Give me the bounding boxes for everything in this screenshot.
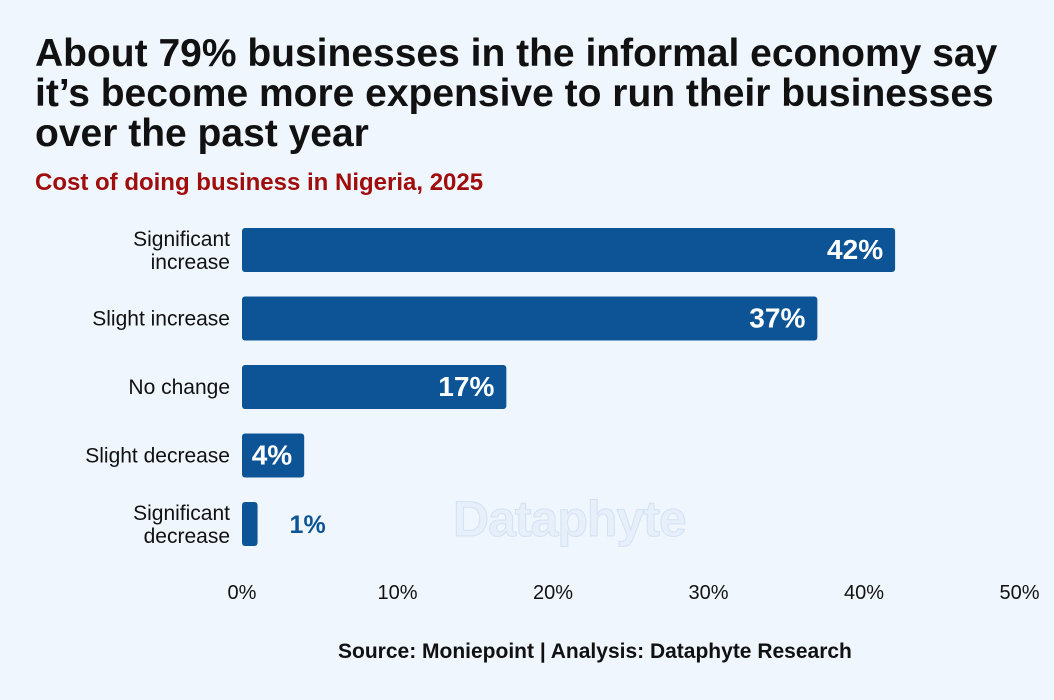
bar-value-label: 17% <box>438 371 494 402</box>
bar-value-label: 37% <box>749 303 805 334</box>
bar-1 <box>242 296 818 341</box>
x-tick-label: 50% <box>999 582 1039 604</box>
bar-2 <box>242 365 507 409</box>
chart-subtitle: Cost of doing business in Nigeria, 2025 <box>35 169 484 196</box>
x-tick-label: 20% <box>533 582 573 604</box>
bar-4 <box>242 502 258 546</box>
category-label: No change <box>128 376 230 399</box>
category-label-line: increase <box>151 251 230 274</box>
category-label-line: Slight decrease <box>85 445 230 468</box>
bar-value-label: 42% <box>827 234 883 265</box>
category-label-line: No change <box>128 376 230 399</box>
watermark-logo: Dataphyte <box>453 491 688 548</box>
bar-0 <box>242 228 896 272</box>
category-label-line: decrease <box>144 525 230 548</box>
category-label: Significant decrease <box>133 502 230 548</box>
x-tick-label: 10% <box>377 582 417 604</box>
chart-title: About 79% businesses in the informal eco… <box>35 32 998 155</box>
category-label-line: Slight increase <box>92 308 230 331</box>
source-note: Source: Moniepoint | Analysis: Dataphyte… <box>338 640 852 663</box>
category-label-line: Significant <box>133 502 230 525</box>
bar-3 <box>242 433 305 478</box>
category-label-line: Significant <box>133 228 230 251</box>
category-label: Slight decrease <box>85 445 230 468</box>
bar-value-label: 4% <box>252 440 293 471</box>
x-tick-label: 40% <box>844 582 884 604</box>
category-label: Slight increase <box>92 308 230 331</box>
category-label: Significant increase <box>133 228 230 274</box>
x-tick-label: 30% <box>688 582 728 604</box>
bar-value-label: 1% <box>290 511 326 539</box>
x-tick-label: 0% <box>228 582 257 604</box>
